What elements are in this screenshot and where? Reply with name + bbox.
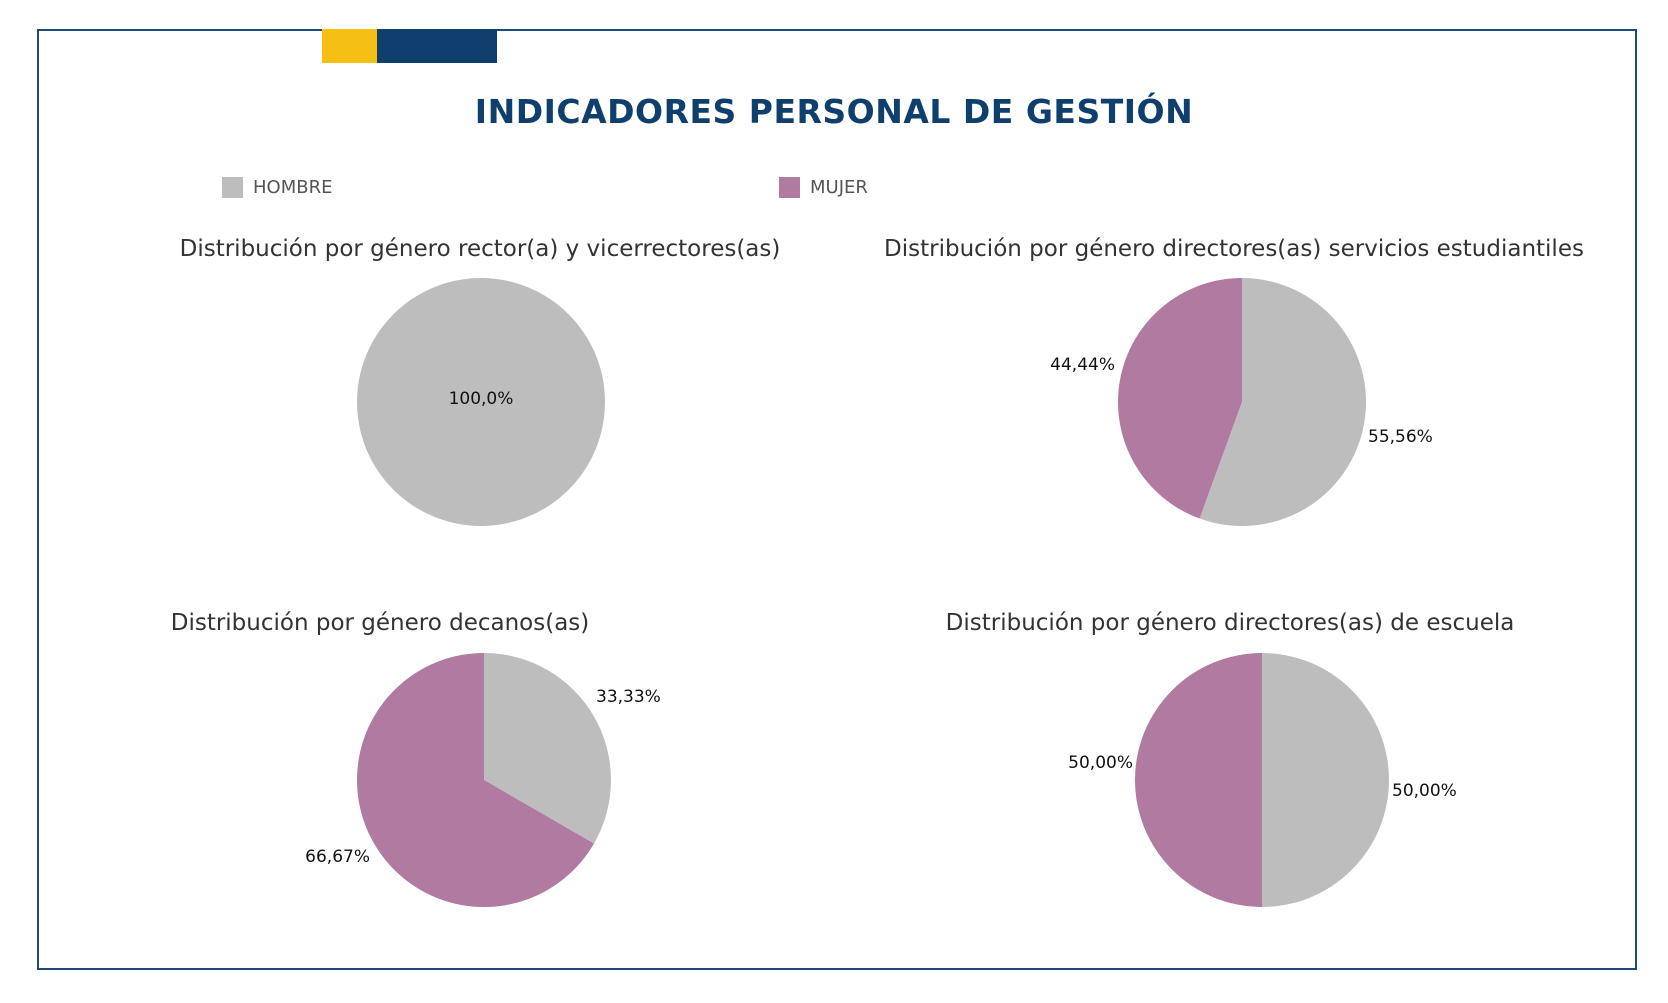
- accent-bar-blue: [377, 29, 497, 63]
- legend-item-mujer: MUJER: [779, 175, 868, 199]
- legend-swatch-mujer: [779, 176, 800, 198]
- page-title: INDICADORES PERSONAL DE GESTIÓN: [474, 92, 1194, 131]
- pie-slice-mujer: [357, 653, 594, 907]
- chart-title-servicios-estudiantiles: Distribución por género directores(as) s…: [884, 236, 1584, 262]
- pie-slice-hombre: [1199, 278, 1366, 526]
- slice-label-mujer: 50,00%: [1068, 753, 1133, 773]
- chart-title-directores-escuela: Distribución por género directores(as) d…: [945, 610, 1515, 636]
- slice-label-mujer: 44,44%: [1050, 355, 1115, 375]
- legend-label-mujer: MUJER: [810, 176, 868, 198]
- slice-label-hombre: 50,00%: [1392, 781, 1457, 801]
- chart-title-rectores: Distribución por género rector(a) y vice…: [179, 236, 781, 262]
- legend-item-hombre: HOMBRE: [222, 175, 332, 199]
- slice-label-mujer: 66,67%: [305, 847, 370, 867]
- pie-slice-hombre: [1262, 653, 1389, 907]
- slice-label-hombre: 100,0%: [449, 389, 514, 409]
- slice-label-hombre: 33,33%: [596, 687, 661, 707]
- legend-swatch-hombre: [222, 176, 243, 198]
- pie-slice-mujer: [1135, 653, 1262, 907]
- legend-label-hombre: HOMBRE: [253, 176, 333, 198]
- pie-slice-hombre: [357, 278, 605, 526]
- accent-bar-yellow: [322, 29, 377, 63]
- pie-slice-mujer: [1118, 278, 1242, 519]
- slice-label-hombre: 55,56%: [1368, 427, 1433, 447]
- pie-slice-hombre: [484, 653, 612, 844]
- page-frame: [37, 29, 1637, 970]
- chart-title-decanos: Distribución por género decanos(as): [170, 610, 590, 636]
